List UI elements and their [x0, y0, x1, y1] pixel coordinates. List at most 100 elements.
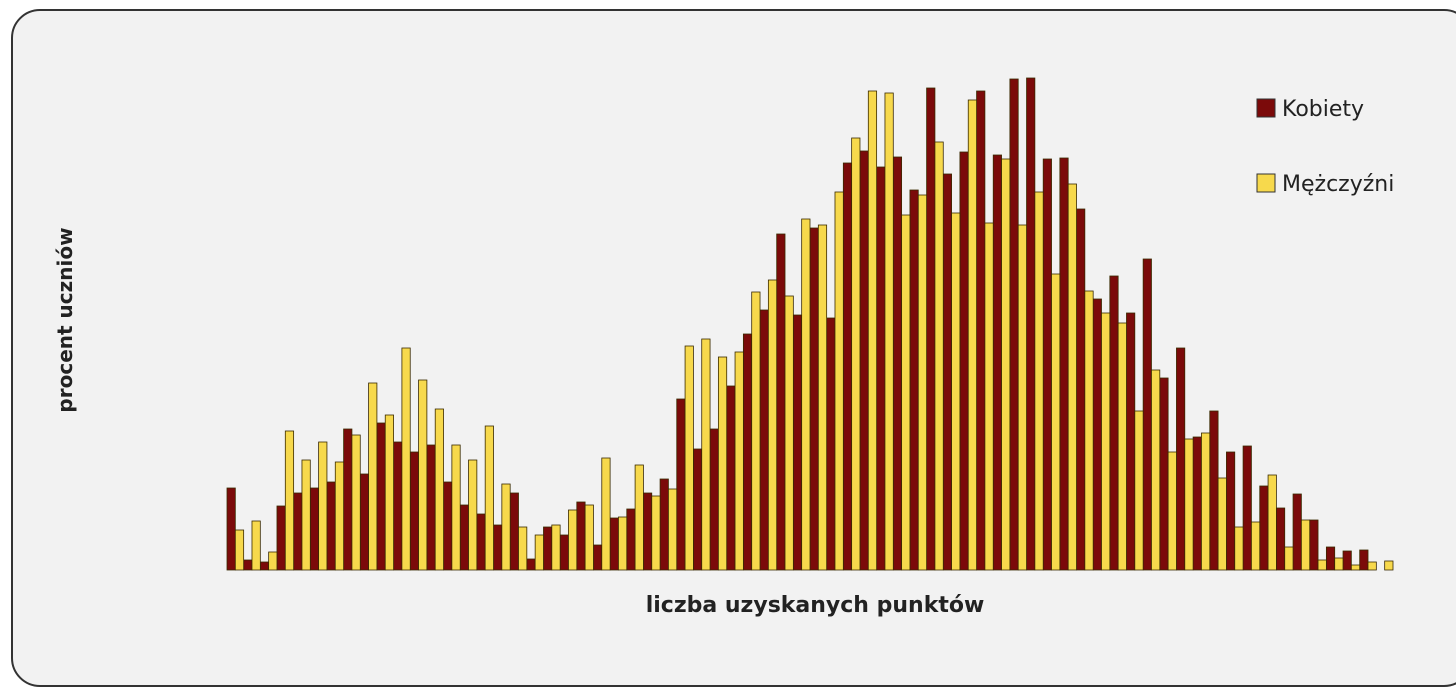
legend-label: Kobiety [1282, 97, 1364, 122]
bar [393, 441, 403, 571]
bar [967, 99, 977, 571]
bar [576, 501, 586, 571]
bar [643, 492, 653, 571]
bar [459, 504, 469, 571]
bar [1101, 312, 1111, 571]
bar [1067, 183, 1077, 571]
bar [243, 559, 253, 571]
bar [892, 156, 903, 571]
bar [1276, 507, 1286, 571]
bar [734, 351, 744, 571]
bar [326, 481, 336, 571]
bar [434, 408, 444, 571]
bar [1167, 451, 1177, 571]
bar [443, 481, 453, 571]
bar [1092, 298, 1102, 571]
bar [1034, 191, 1044, 571]
bar [551, 524, 561, 571]
bar [1334, 557, 1344, 571]
bar [934, 141, 944, 571]
bar [1009, 78, 1019, 571]
bar [1084, 290, 1094, 571]
bar [1001, 158, 1011, 571]
bar [568, 509, 578, 571]
bar [1159, 377, 1169, 571]
bar [926, 87, 936, 571]
bar [867, 90, 878, 571]
bar [1209, 410, 1219, 571]
bar [1134, 410, 1144, 571]
bar [251, 520, 261, 571]
bar [776, 233, 786, 571]
bar [518, 526, 528, 571]
bar [484, 425, 494, 571]
bar [634, 464, 644, 571]
bar [742, 333, 753, 571]
bar [1226, 451, 1236, 571]
bar [351, 434, 361, 571]
bar [884, 92, 894, 571]
bar [1217, 477, 1227, 571]
bar [767, 279, 778, 571]
bar [376, 422, 386, 571]
bar [384, 414, 394, 571]
bar [226, 487, 236, 571]
bar [468, 459, 478, 571]
bar [942, 173, 952, 571]
bar [1042, 158, 1052, 571]
bar [1059, 157, 1069, 571]
bar [801, 218, 811, 571]
bar [1126, 312, 1136, 571]
bar [509, 492, 519, 571]
bar [859, 150, 869, 571]
bar [684, 345, 694, 571]
bar [917, 194, 927, 571]
bar [526, 558, 536, 571]
chart-border [11, 9, 1456, 687]
bar [1142, 258, 1152, 571]
bar [1259, 485, 1269, 571]
bar [1026, 77, 1036, 571]
bar [359, 473, 369, 571]
bar [1384, 560, 1394, 571]
bar [676, 398, 686, 571]
bar [1292, 493, 1302, 571]
bar [609, 517, 619, 571]
bar [1117, 322, 1127, 571]
bar [284, 430, 295, 571]
bar [726, 385, 736, 571]
bar [601, 457, 611, 571]
bar [951, 212, 961, 571]
bar [543, 526, 553, 571]
bar [334, 461, 344, 571]
bar [784, 295, 794, 571]
bar [976, 90, 986, 571]
legend-label: Mężczyźni [1282, 172, 1394, 197]
bar [834, 191, 844, 571]
bar [1201, 432, 1211, 571]
bar [1342, 550, 1352, 571]
bar [1184, 438, 1194, 571]
bar [701, 338, 711, 571]
bar [1284, 546, 1294, 571]
bar [1267, 474, 1277, 571]
bar [501, 483, 511, 571]
bar [626, 508, 636, 571]
bar [851, 137, 861, 571]
bar [1151, 369, 1161, 571]
bar [1242, 445, 1252, 571]
legend-swatch [1256, 98, 1276, 118]
bar [593, 544, 603, 571]
bar [618, 516, 628, 571]
bar [909, 189, 919, 571]
bar [1350, 564, 1361, 571]
bar [1176, 347, 1186, 571]
bar [1359, 549, 1369, 571]
bar [984, 222, 994, 571]
bar [1251, 521, 1261, 571]
bar [268, 551, 278, 571]
bar [1317, 559, 1327, 571]
bar [901, 214, 911, 571]
bar [1234, 526, 1244, 571]
